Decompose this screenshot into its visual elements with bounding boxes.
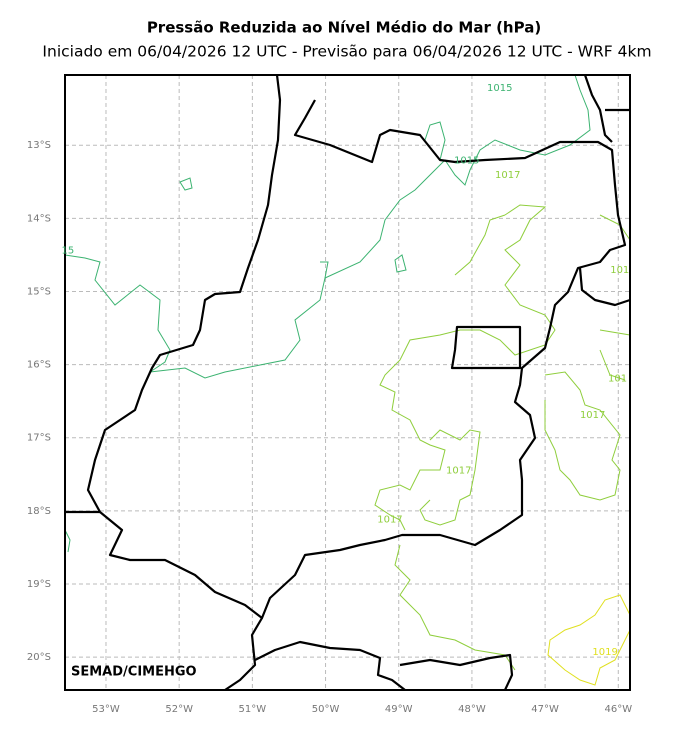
y-tick-label: 19°S	[27, 579, 51, 590]
x-tick-label: 53°W	[92, 704, 120, 715]
plot-frame	[64, 74, 631, 691]
y-tick-label: 18°S	[27, 506, 51, 517]
grid	[65, 75, 630, 690]
y-tick-label: 14°S	[27, 213, 51, 224]
df-border	[450, 325, 522, 370]
contour-label: 15	[62, 246, 75, 257]
isobar-1017	[394, 544, 516, 671]
isobar-1017	[419, 429, 481, 526]
state-borders	[65, 74, 631, 691]
x-tick-label: 49°W	[385, 704, 413, 715]
isobar-1015	[179, 177, 407, 279]
isobar-1015	[64, 529, 71, 553]
contour-label: 1019	[592, 647, 617, 658]
border	[578, 267, 631, 307]
title: Pressão Reduzida ao Nível Médio do Mar (…	[147, 19, 541, 37]
x-tick-label: 48°W	[458, 704, 486, 715]
subtitle: Iniciado em 06/04/2026 12 UTC - Previsão…	[42, 43, 651, 61]
x-tick-label: 52°W	[165, 704, 193, 715]
isobar-1017	[454, 214, 506, 276]
x-tick-label: 46°W	[604, 704, 632, 715]
isobar-1019	[547, 594, 631, 686]
contour-label: 1015	[454, 156, 479, 167]
goias-border	[86, 74, 627, 620]
y-tick-label: 16°S	[27, 360, 51, 371]
contour-label: 1017	[377, 515, 402, 526]
y-tick-label: 17°S	[27, 433, 51, 444]
border	[224, 617, 514, 691]
contour-label: 101	[610, 265, 629, 276]
isobar-1015	[424, 121, 446, 161]
isobar-1017	[599, 214, 631, 381]
contour-label: 1017	[495, 170, 520, 181]
y-tick-label: 20°S	[27, 652, 51, 663]
y-tick-label: 13°S	[27, 140, 51, 151]
border	[583, 74, 630, 143]
contour-label: 1017	[446, 466, 471, 477]
credit: SEMAD/CIMEHGO	[71, 665, 197, 680]
x-tick-label: 47°W	[531, 704, 559, 715]
contours	[64, 74, 631, 686]
contour-label: 1015	[487, 83, 512, 94]
isobar-1015	[64, 74, 591, 379]
x-tick-label: 50°W	[312, 704, 340, 715]
contour-label: 101	[608, 373, 627, 384]
x-tick-label: 51°W	[239, 704, 267, 715]
isobar-1017	[544, 371, 621, 501]
isobar-1017	[374, 204, 556, 531]
y-tick-label: 15°S	[27, 286, 51, 297]
contour-label: 1017	[580, 410, 605, 421]
